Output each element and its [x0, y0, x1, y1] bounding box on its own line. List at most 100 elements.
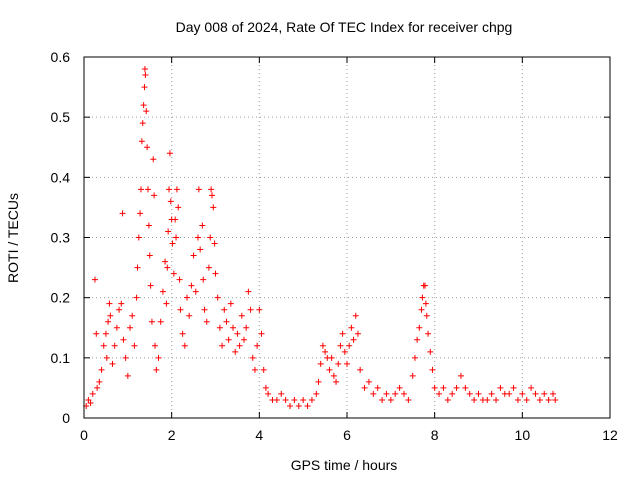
data-point — [400, 390, 407, 397]
data-point — [164, 264, 171, 271]
data-point — [295, 402, 302, 409]
data-point — [137, 210, 144, 217]
data-point — [176, 276, 183, 283]
data-point — [210, 204, 217, 211]
data-point — [514, 396, 521, 403]
data-point — [348, 324, 355, 331]
data-point — [232, 348, 239, 355]
data-point — [346, 342, 353, 349]
data-point — [107, 312, 114, 319]
data-point — [120, 336, 127, 343]
data-point — [153, 366, 160, 373]
data-point — [405, 396, 412, 403]
data-point — [337, 342, 344, 349]
data-point — [497, 384, 504, 391]
data-point — [423, 312, 430, 319]
data-point — [166, 150, 173, 157]
data-point — [236, 342, 243, 349]
data-point — [133, 294, 140, 301]
data-point — [203, 318, 210, 325]
data-point — [510, 384, 517, 391]
data-point — [223, 318, 230, 325]
data-point — [141, 84, 148, 91]
data-point — [260, 366, 267, 373]
data-point — [143, 108, 150, 115]
data-point — [201, 306, 208, 313]
y-tick-label: 0.5 — [51, 109, 71, 125]
data-point — [416, 324, 423, 331]
data-point — [471, 396, 478, 403]
data-point — [148, 318, 155, 325]
data-point — [427, 348, 434, 355]
data-point — [173, 186, 180, 193]
data-point — [335, 360, 342, 367]
data-point — [541, 390, 548, 397]
data-point — [484, 396, 491, 403]
data-point — [118, 300, 125, 307]
data-point — [137, 186, 144, 193]
data-point — [205, 264, 212, 271]
data-point — [462, 384, 469, 391]
data-point — [262, 384, 269, 391]
data-point — [238, 312, 245, 319]
data-point — [211, 240, 218, 247]
data-point — [103, 354, 110, 361]
data-point — [127, 324, 134, 331]
data-point — [245, 288, 252, 295]
data-point — [254, 342, 261, 349]
data-point — [212, 270, 219, 277]
data-point — [287, 402, 294, 409]
data-point — [197, 246, 204, 253]
x-tick-label: 10 — [515, 427, 531, 443]
data-point — [243, 324, 250, 331]
data-point — [493, 396, 500, 403]
data-point — [506, 390, 513, 397]
data-point — [151, 192, 158, 199]
y-tick-label: 0.4 — [51, 169, 71, 185]
data-point — [147, 282, 154, 289]
data-point — [111, 342, 118, 349]
data-point — [282, 396, 289, 403]
data-point — [184, 294, 191, 301]
data-point — [200, 276, 207, 283]
data-point — [475, 390, 482, 397]
x-tick-label: 12 — [602, 427, 618, 443]
data-point — [550, 390, 557, 397]
data-point — [326, 366, 333, 373]
data-point — [190, 252, 197, 259]
data-point — [199, 222, 206, 229]
data-point — [414, 336, 421, 343]
data-point — [247, 306, 254, 313]
data-point — [144, 186, 151, 193]
data-point — [429, 366, 436, 373]
data-point — [106, 300, 113, 307]
data-point — [251, 366, 258, 373]
data-point — [322, 348, 329, 355]
data-point — [519, 390, 526, 397]
data-point — [140, 102, 147, 109]
data-point — [170, 270, 177, 277]
data-point — [93, 330, 100, 337]
data-point — [304, 402, 311, 409]
data-point — [453, 384, 460, 391]
y-tick-label: 0.2 — [51, 290, 71, 306]
data-point — [431, 384, 438, 391]
data-point — [278, 390, 285, 397]
data-point — [528, 384, 535, 391]
data-point — [142, 72, 149, 79]
data-point — [179, 330, 186, 337]
data-point — [357, 366, 364, 373]
data-point — [444, 396, 451, 403]
data-point — [129, 312, 136, 319]
data-point — [466, 390, 473, 397]
data-point — [175, 204, 182, 211]
data-point — [319, 342, 326, 349]
data-point — [135, 234, 142, 241]
data-point — [194, 234, 201, 241]
data-point — [186, 312, 193, 319]
data-point — [221, 306, 228, 313]
y-tick-label: 0.3 — [51, 230, 71, 246]
data-point — [192, 288, 199, 295]
data-point — [98, 366, 105, 373]
